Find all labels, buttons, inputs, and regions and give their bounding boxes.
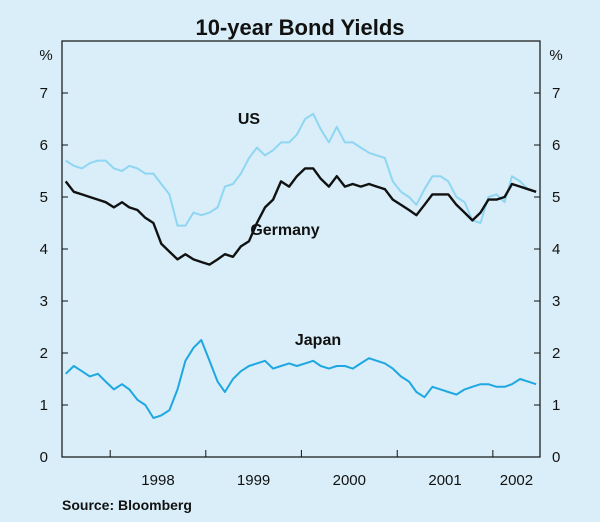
x-tick-label-1998: 1998 (141, 472, 174, 489)
series-labels: US Germany Japan (238, 111, 341, 349)
x-tick-label-2001: 2001 (428, 472, 461, 489)
series-label-japan: Japan (295, 332, 341, 349)
y-tick-label-left: 5 (40, 189, 48, 206)
right-y-axis: 0 1 2 3 4 5 6 7 (534, 85, 560, 466)
left-axis-unit: % (39, 47, 52, 64)
series-lines (64, 112, 537, 419)
x-tick-label-1999: 1999 (237, 472, 270, 489)
y-tick-label-right: 4 (552, 241, 560, 258)
x-axis: 1998 1999 2000 2001 2002 (109, 450, 533, 489)
series-label-us: US (238, 111, 261, 128)
plot-frame (61, 40, 541, 458)
left-y-axis: 0 1 2 3 4 5 6 7 (40, 85, 68, 466)
y-tick-label-right: 2 (552, 345, 560, 362)
y-tick-label-right: 0 (552, 449, 560, 466)
series-line-japan (65, 339, 537, 419)
y-tick-label-right: 7 (552, 85, 560, 102)
y-tick-label-left: 6 (40, 137, 48, 154)
x-tick-label-2002: 2002 (500, 472, 533, 489)
series-line-germany (64, 167, 537, 266)
right-axis-unit: % (549, 47, 562, 64)
y-tick-label-right: 6 (552, 137, 560, 154)
series-line-us (65, 112, 537, 227)
y-tick-label-right: 5 (552, 189, 560, 206)
y-tick-label-left: 0 (40, 449, 48, 466)
y-tick-label-left: 7 (40, 85, 48, 102)
y-tick-label-right: 3 (552, 293, 560, 310)
x-tick-label-2000: 2000 (333, 472, 366, 489)
y-tick-label-left: 3 (40, 293, 48, 310)
source-note: Source: Bloomberg (62, 497, 192, 513)
y-tick-label-left: 2 (40, 345, 48, 362)
y-tick-label-right: 1 (552, 397, 560, 414)
chart-title: 10-year Bond Yields (195, 15, 404, 40)
y-tick-label-left: 1 (40, 397, 48, 414)
y-tick-label-left: 4 (40, 241, 48, 258)
series-label-germany: Germany (250, 222, 319, 239)
